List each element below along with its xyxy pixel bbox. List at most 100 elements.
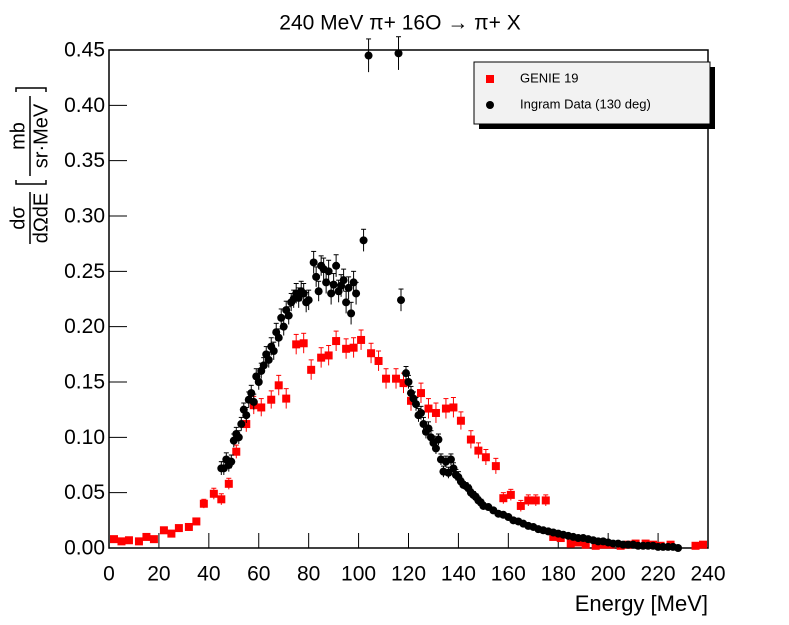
y-tick-label: 0.45 <box>64 39 105 62</box>
y-label-numerator: dσ <box>7 206 29 230</box>
data-point <box>149 535 158 544</box>
data-point <box>304 296 313 305</box>
data-point <box>284 311 293 320</box>
x-tick-label: 160 <box>491 563 526 586</box>
x-axis-title: Energy [MeV] <box>575 591 708 616</box>
data-point <box>269 347 278 356</box>
data-point <box>449 403 458 412</box>
data-point <box>142 532 151 541</box>
data-point <box>159 526 168 535</box>
data-point <box>416 408 425 417</box>
chart-title: 240 MeV π+ 16O → π+ X <box>279 12 520 35</box>
legend-marker <box>486 101 494 109</box>
data-point <box>259 361 268 370</box>
data-point <box>274 333 283 342</box>
data-point <box>441 404 450 413</box>
data-point <box>491 462 500 471</box>
data-point <box>264 355 273 364</box>
y-unit-numerator: mb <box>7 122 29 150</box>
y-tick-label: 0.20 <box>64 315 105 338</box>
y-unit-denominator: sr·MeV <box>30 103 52 168</box>
data-point <box>691 541 700 550</box>
data-point <box>124 536 133 545</box>
data-point <box>109 535 118 544</box>
data-point <box>357 335 366 344</box>
data-point <box>279 322 288 331</box>
data-point <box>549 532 558 541</box>
data-point <box>506 490 515 499</box>
y-tick-label: 0.00 <box>64 537 105 560</box>
data-point <box>397 296 406 305</box>
x-tick-label: 120 <box>391 563 426 586</box>
data-point <box>434 435 443 444</box>
data-point <box>342 298 351 307</box>
data-point <box>342 344 351 353</box>
x-tick-label: 20 <box>147 563 170 586</box>
x-tick-label: 200 <box>591 563 626 586</box>
data-point <box>299 339 308 348</box>
data-point <box>292 340 301 349</box>
data-point <box>307 365 316 374</box>
data-point <box>332 337 341 346</box>
data-point <box>456 416 465 425</box>
data-point <box>416 389 425 398</box>
data-point <box>224 479 233 488</box>
data-point <box>314 287 323 296</box>
data-point <box>217 495 226 504</box>
data-point <box>566 539 575 548</box>
data-point <box>134 537 143 546</box>
data-point <box>237 420 246 429</box>
legend-label: Ingram Data (130 deg) <box>520 96 651 111</box>
data-point <box>117 537 126 546</box>
data-point <box>312 272 321 281</box>
data-point <box>556 534 565 543</box>
data-point <box>347 309 356 318</box>
y-axis-title: dσ dΩdE mb sr·MeV <box>7 87 52 244</box>
bracket <box>15 180 47 185</box>
data-point <box>209 489 218 498</box>
data-point <box>184 522 193 531</box>
data-point <box>392 374 401 383</box>
data-point <box>349 343 358 352</box>
data-point <box>399 379 408 388</box>
x-tick-label: 140 <box>441 563 476 586</box>
data-point <box>317 353 326 362</box>
x-tick-label: 0 <box>103 563 115 586</box>
y-tick-label: 0.35 <box>64 149 105 172</box>
legend <box>473 61 711 125</box>
data-point <box>167 529 176 538</box>
data-point <box>329 280 338 289</box>
data-point <box>242 411 251 420</box>
data-point <box>199 499 208 508</box>
data-point <box>411 400 420 409</box>
data-point <box>481 453 490 462</box>
data-point <box>282 394 291 403</box>
x-tick-label: 180 <box>541 563 576 586</box>
data-point <box>364 51 373 60</box>
y-tick-label: 0.10 <box>64 426 105 449</box>
x-tick-label: 80 <box>297 563 320 586</box>
y-tick-label: 0.15 <box>64 371 105 394</box>
data-point <box>382 374 391 383</box>
data-point <box>254 378 263 386</box>
data-point <box>424 404 433 413</box>
data-point <box>541 496 550 505</box>
y-tick-label: 0.05 <box>64 481 105 504</box>
data-point <box>232 447 241 456</box>
data-point <box>332 261 341 270</box>
legend-label: GENIE 19 <box>520 70 579 85</box>
data-point <box>352 289 361 298</box>
data-point <box>431 444 440 453</box>
data-point <box>474 446 483 455</box>
data-point <box>531 496 540 505</box>
data-point <box>257 403 266 412</box>
data-point <box>499 494 508 503</box>
data-point <box>359 236 368 245</box>
data-point <box>324 267 333 276</box>
data-point <box>267 395 276 404</box>
data-point <box>339 276 348 285</box>
data-point <box>524 496 533 505</box>
data-point <box>591 541 600 550</box>
data-point <box>274 381 283 390</box>
